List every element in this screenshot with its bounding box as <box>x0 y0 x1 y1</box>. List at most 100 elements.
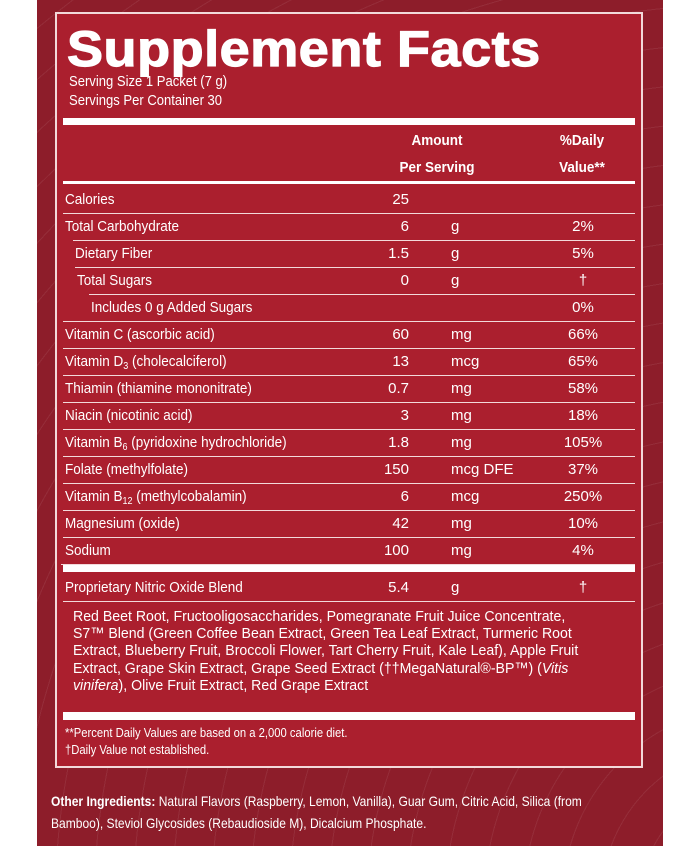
amount-header-line2: Per Serving <box>399 159 475 176</box>
nutrient-amount: 1.8 <box>388 434 409 451</box>
nutrient-unit: mg <box>451 515 472 532</box>
nutrient-name: Total Carbohydrate <box>65 218 180 235</box>
nutrient-row: Total Carbohydrate 6 g 2% <box>65 213 635 241</box>
nutrient-amount: 6 <box>400 218 409 235</box>
nutrient-name: Vitamin D3 (cholecalciferol) <box>65 353 227 372</box>
nutrient-unit: mg <box>451 326 472 343</box>
blend-dv: † <box>578 579 588 596</box>
ingredients-text: Red Beet Root, Fructooligosaccharides, P… <box>73 608 579 677</box>
servings-per-container: Servings Per Container 30 <box>69 93 223 109</box>
nutrient-dv: 250% <box>563 488 603 505</box>
nutrient-amount: 42 <box>392 515 409 532</box>
nutrient-amount: 13 <box>392 353 409 370</box>
nutrient-dv: 5% <box>572 245 594 262</box>
other-ingredients-text: Natural Flavors (Raspberry, Lemon, Vanil… <box>51 793 582 831</box>
nutrient-row: Total Sugars 0 g † <box>77 267 635 295</box>
nutrient-name-part: Vitamin B <box>65 488 123 505</box>
nutrient-dv: 58% <box>567 380 599 397</box>
nutrient-dv: 10% <box>567 515 599 532</box>
blend-row: Proprietary Nitric Oxide Blend 5.4 g † <box>63 574 635 602</box>
nutrient-row: Calories 25 <box>63 186 635 214</box>
nutrient-dv: 2% <box>572 218 594 235</box>
blend-amount: 5.4 <box>388 579 409 596</box>
nutrient-unit: g <box>451 245 460 262</box>
panel-title: Supplement Facts <box>66 20 541 77</box>
dv-header-line2: Value** <box>559 159 605 176</box>
nutrient-name: Folate (methylfolate) <box>65 461 189 478</box>
amount-header-line1: Amount <box>411 132 463 149</box>
blend-unit: g <box>451 579 460 596</box>
nutrient-dv: † <box>578 272 588 289</box>
supplement-facts-panel: Supplement Facts Serving Size 1 Packet (… <box>55 12 643 768</box>
nutrient-name-part: 12 <box>122 496 133 507</box>
nutrient-amount: 60 <box>392 326 409 343</box>
nutrient-row: Thiamin (thiamine mononitrate) 0.7 mg 58% <box>63 375 635 403</box>
nutrient-row: Folate (methylfolate) 150 mcg DFE 37% <box>63 456 635 484</box>
serving-size: Serving Size 1 Packet (7 g) <box>69 74 228 90</box>
nutrient-unit: mg <box>451 407 472 424</box>
other-ingredients-label: Other Ingredients: <box>51 793 156 809</box>
nutrient-row: Vitamin B12 (methylcobalamin) 6 mcg 250% <box>63 483 635 511</box>
nutrient-unit: mcg DFE <box>451 461 514 478</box>
thick-divider <box>63 712 635 720</box>
nutrient-row: Magnesium (oxide) 42 mg 10% <box>63 510 635 538</box>
nutrient-row: Includes 0 g Added Sugars 0% <box>63 294 635 322</box>
footnote-dv: **Percent Daily Values are based on a 2,… <box>65 726 348 740</box>
nutrient-name-part: 6 <box>122 442 128 453</box>
nutrient-name-part: Vitamin B <box>65 434 123 451</box>
nutrient-row: Sodium 100 mg 4% <box>61 537 635 565</box>
nutrient-name: Vitamin C (ascorbic acid) <box>65 326 215 343</box>
nutrient-row: Niacin (nicotinic acid) 3 mg 18% <box>63 402 635 430</box>
nutrient-dv: 65% <box>567 353 599 370</box>
nutrient-amount: 0 <box>400 272 409 289</box>
nutrient-amount: 6 <box>400 488 409 505</box>
nutrient-dv: 105% <box>563 434 603 451</box>
footnote-dagger: †Daily Value not established. <box>65 743 210 757</box>
nutrient-unit: g <box>451 218 460 235</box>
nutrient-name-part: (cholecalciferol) <box>128 353 227 370</box>
nutrient-unit: g <box>451 272 460 289</box>
header-divider <box>63 181 635 184</box>
nutrient-name: Dietary Fiber <box>75 245 153 262</box>
nutrient-name: Magnesium (oxide) <box>65 515 180 532</box>
nutrient-name: Total Sugars <box>77 272 153 289</box>
nutrient-name: Includes 0 g Added Sugars <box>91 299 253 316</box>
nutrient-unit: mg <box>451 380 472 397</box>
nutrient-amount: 1.5 <box>388 245 409 262</box>
nutrient-unit: mcg <box>451 353 480 370</box>
nutrient-name: Calories <box>65 191 115 208</box>
nutrient-unit: mg <box>451 542 472 559</box>
nutrient-name: Thiamin (thiamine mononitrate) <box>65 380 252 397</box>
ingredients-latin: Vitis vinifera <box>73 659 569 694</box>
nutrient-name: Vitamin B12 (methylcobalamin) <box>65 488 247 507</box>
nutrient-unit: mcg <box>451 488 480 505</box>
thick-divider <box>63 565 635 572</box>
nutrient-dv: 37% <box>567 461 599 478</box>
other-ingredients: Other Ingredients: Natural Flavors (Rasp… <box>51 790 584 834</box>
nutrient-amount: 0.7 <box>388 380 409 397</box>
nutrient-name-part: Vitamin D <box>65 353 124 370</box>
nutrient-dv: 0% <box>572 299 594 316</box>
nutrient-dv: 4% <box>572 542 594 559</box>
nutrient-amount: 150 <box>383 461 409 478</box>
nutrient-amount: 25 <box>392 191 409 208</box>
nutrient-name-part: 3 <box>123 361 129 372</box>
nutrient-amount: 100 <box>383 542 409 559</box>
ingredients-text-end: ), Olive Fruit Extract, Red Grape Extrac… <box>118 676 369 694</box>
nutrient-unit: mg <box>451 434 472 451</box>
dv-header-line1: %Daily <box>559 132 605 149</box>
nutrient-amount: 3 <box>400 407 409 424</box>
nutrient-row: Vitamin B6 (pyridoxine hydrochloride) 1.8… <box>63 429 635 457</box>
blend-ingredients: Red Beet Root, Fructooligosaccharides, P… <box>73 608 594 694</box>
thick-divider <box>63 118 635 125</box>
blend-name: Proprietary Nitric Oxide Blend <box>65 579 243 596</box>
nutrient-row: Vitamin D3 (cholecalciferol) 13 mcg 65% <box>63 348 635 376</box>
nutrient-name-part: (methylcobalamin) <box>132 488 247 505</box>
nutrient-name: Vitamin B6 (pyridoxine hydrochloride) <box>65 434 287 453</box>
nutrient-row: Dietary Fiber 1.5 g 5% <box>75 240 635 268</box>
nutrient-dv: 66% <box>567 326 599 343</box>
nutrient-row: Vitamin C (ascorbic acid) 60 mg 66% <box>63 321 635 349</box>
nutrient-name: Niacin (nicotinic acid) <box>65 407 193 424</box>
nutrient-name-part: (pyridoxine hydrochloride) <box>127 434 287 451</box>
nutrient-name: Sodium <box>65 542 111 559</box>
